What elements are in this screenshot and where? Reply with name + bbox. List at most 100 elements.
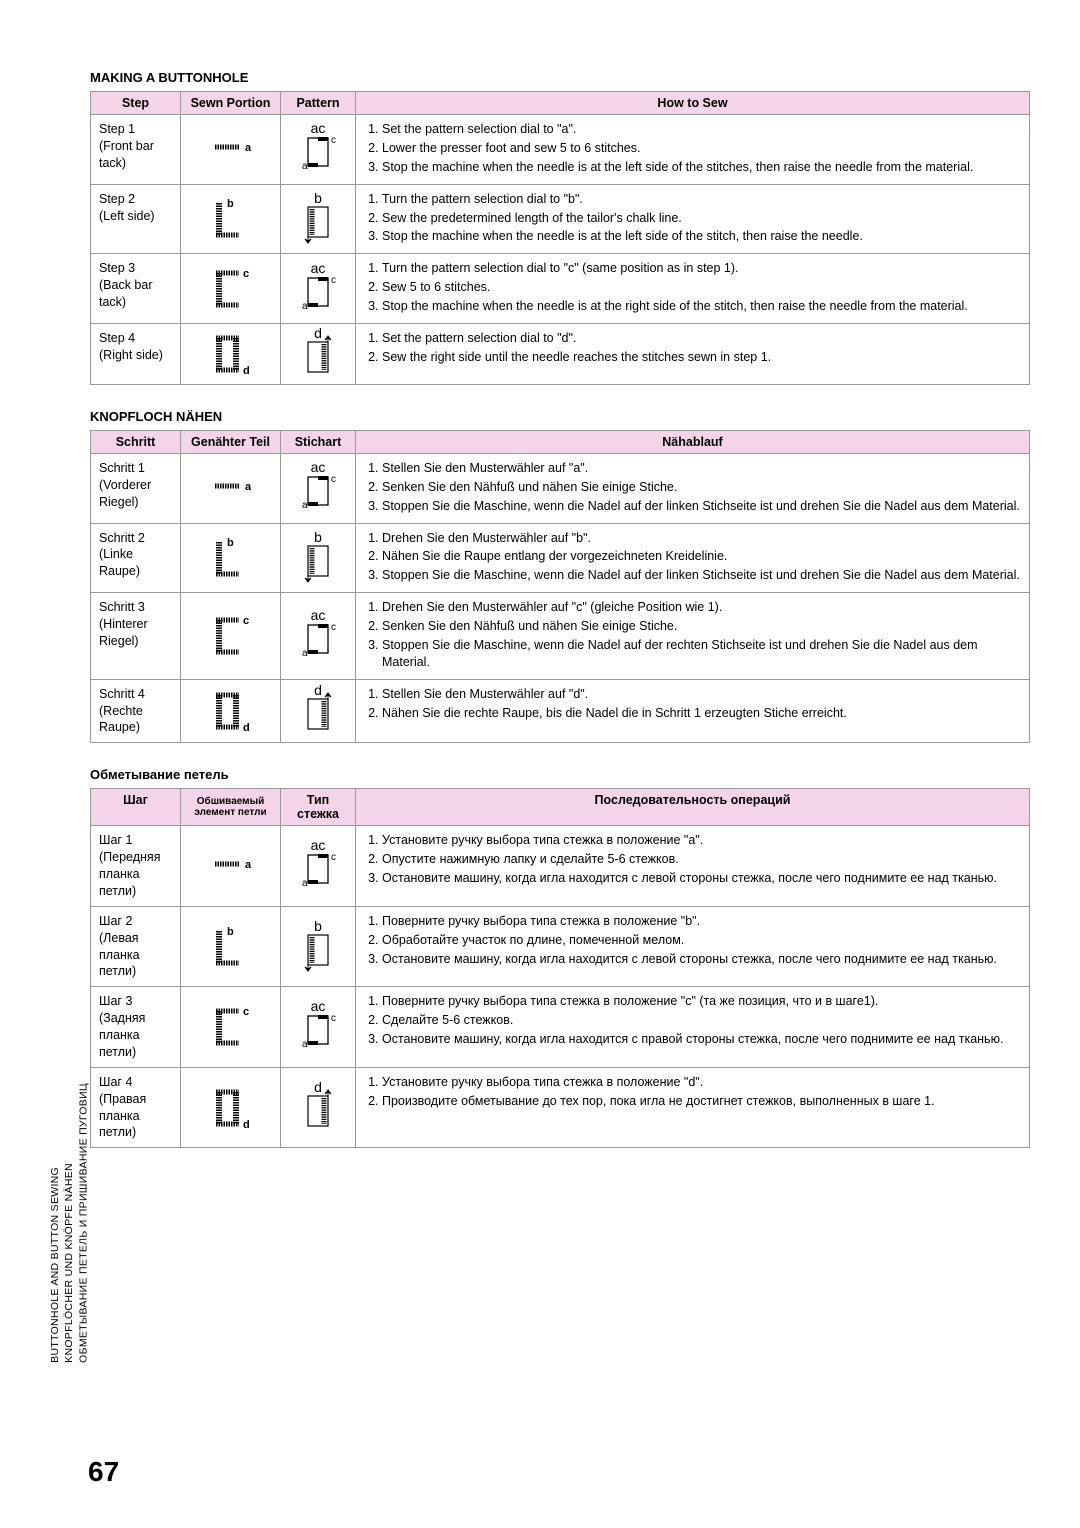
pattern-cell: ac c a: [281, 987, 356, 1068]
instruction-item: Stellen Sie den Musterwähler auf "d".: [382, 686, 1021, 703]
instruction-list: Set the pattern selection dial to "d". Se…: [364, 330, 1021, 366]
svg-text:c: c: [331, 852, 336, 863]
pattern-cell: d: [281, 323, 356, 384]
step-label: Шаг 4(Правая планка петли): [99, 1074, 172, 1142]
instruction-item: Turn the pattern selection dial to "c" (…: [382, 260, 1021, 277]
step-cell: Шаг 2(Левая планка петли): [91, 906, 181, 987]
table-en: Step Sewn Portion Pattern How to Sew Ste…: [90, 91, 1030, 385]
step-cell: Schritt 1(Vorderer Riegel): [91, 453, 181, 523]
th-pattern: Тип стежка: [281, 789, 356, 826]
svg-text:ac: ac: [311, 610, 326, 623]
instruction-item: Lower the presser foot and sew 5 to 6 st…: [382, 140, 1021, 157]
pattern-cell: d: [281, 1067, 356, 1148]
instruction-list: Установите ручку выбора типа стежка в по…: [364, 832, 1021, 887]
how-to-sew-cell: Turn the pattern selection dial to "b". S…: [356, 184, 1030, 254]
sewn-portion-cell: b: [181, 906, 281, 987]
table-row: Шаг 1(Передняя планка петли) a ac c aУст…: [91, 826, 1030, 907]
th-sewn: Обшиваемый элемент петли: [181, 789, 281, 826]
table-row: Schritt 2(Linke Raupe) b b Drehen Sie de…: [91, 523, 1030, 593]
pattern-cell: ac c a: [281, 826, 356, 907]
th-how: Nähablauf: [356, 430, 1030, 453]
instruction-list: Поверните ручку выбора типа стежка в пол…: [364, 913, 1021, 968]
step-cell: Schritt 3(Hinterer Riegel): [91, 593, 181, 680]
table-row: Step 2(Left side) b b Turn the pattern s…: [91, 184, 1030, 254]
th-step: Шаг: [91, 789, 181, 826]
svg-text:b: b: [227, 198, 234, 210]
sewn-portion-cell: b: [181, 523, 281, 593]
svg-text:c: c: [331, 474, 336, 485]
instruction-item: Установите ручку выбора типа стежка в по…: [382, 832, 1021, 849]
how-to-sew-cell: Поверните ручку выбора типа стежка в пол…: [356, 906, 1030, 987]
how-to-sew-cell: Set the pattern selection dial to "d". Se…: [356, 323, 1030, 384]
svg-text:ac: ac: [311, 263, 326, 276]
how-to-sew-cell: Stellen Sie den Musterwähler auf "a".Sen…: [356, 453, 1030, 523]
step-label: Шаг 3(Задняя планка петли): [99, 993, 172, 1061]
instruction-item: Остановите машину, когда игла находится …: [382, 870, 1021, 887]
svg-text:d: d: [243, 1119, 250, 1131]
pattern-cell: d: [281, 679, 356, 743]
svg-text:a: a: [245, 859, 252, 871]
step-cell: Schritt 4(Rechte Raupe): [91, 679, 181, 743]
table-ru: Шаг Обшиваемый элемент петли Тип стежка …: [90, 788, 1030, 1148]
step-cell: Step 3(Back bar tack): [91, 254, 181, 324]
svg-text:ac: ac: [311, 840, 326, 853]
instruction-item: Производите обметывание до тех пор, пока…: [382, 1093, 1021, 1110]
sewn-portion-cell: c: [181, 254, 281, 324]
sewn-portion-cell: a: [181, 453, 281, 523]
instruction-item: Stoppen Sie die Maschine, wenn die Nadel…: [382, 637, 1021, 671]
svg-text:c: c: [243, 268, 249, 280]
svg-text:c: c: [243, 1006, 249, 1018]
th-pattern: Stichart: [281, 430, 356, 453]
instruction-list: Stellen Sie den Musterwähler auf "d". Näh…: [364, 686, 1021, 722]
instruction-item: Поверните ручку выбора типа стежка в пол…: [382, 993, 1021, 1010]
sewn-portion-cell: d: [181, 1067, 281, 1148]
instruction-list: Установите ручку выбора типа стежка в по…: [364, 1074, 1021, 1110]
instruction-item: Stoppen Sie die Maschine, wenn die Nadel…: [382, 567, 1021, 584]
table-row: Schritt 1(Vorderer Riegel) a ac c aStell…: [91, 453, 1030, 523]
step-label: Step 3(Back bar tack): [99, 260, 172, 311]
instruction-item: Sew 5 to 6 stitches.: [382, 279, 1021, 296]
instruction-item: Sew the right side until the needle reac…: [382, 349, 1021, 366]
instruction-list: Поверните ручку выбора типа стежка в пол…: [364, 993, 1021, 1048]
instruction-item: Set the pattern selection dial to "d".: [382, 330, 1021, 347]
svg-text:a: a: [302, 301, 308, 312]
instruction-list: Stellen Sie den Musterwähler auf "a".Sen…: [364, 460, 1021, 515]
instruction-item: Nähen Sie die rechte Raupe, bis die Nade…: [382, 705, 1021, 722]
tbody-de: Schritt 1(Vorderer Riegel) a ac c aStell…: [91, 453, 1030, 742]
th-step: Step: [91, 92, 181, 115]
table-row: Step 3(Back bar tack) c ac c a Turn the p…: [91, 254, 1030, 324]
how-to-sew-cell: Stellen Sie den Musterwähler auf "d". Näh…: [356, 679, 1030, 743]
instruction-item: Сделайте 5-6 стежков.: [382, 1012, 1021, 1029]
svg-text:c: c: [331, 275, 336, 286]
side-label-ru: ОБМЕТЫВАНИЕ ПЕТЕЛЬ И ПРИШИВАНИЕ ПУГОВИЦ: [77, 1083, 89, 1363]
table-row: Schritt 3(Hinterer Riegel) c ac c aDrehe…: [91, 593, 1030, 680]
how-to-sew-cell: Drehen Sie den Musterwähler auf "b".Nähe…: [356, 523, 1030, 593]
step-cell: Шаг 3(Задняя планка петли): [91, 987, 181, 1068]
how-to-sew-cell: Установите ручку выбора типа стежка в по…: [356, 1067, 1030, 1148]
svg-text:d: d: [314, 685, 322, 698]
instruction-item: Stop the machine when the needle is at t…: [382, 228, 1021, 245]
svg-text:b: b: [314, 921, 322, 934]
instruction-item: Stoppen Sie die Maschine, wenn die Nadel…: [382, 498, 1021, 515]
svg-text:c: c: [243, 615, 249, 627]
pattern-cell: ac c a: [281, 453, 356, 523]
svg-text:c: c: [331, 135, 336, 146]
svg-text:ac: ac: [311, 1001, 326, 1014]
tbody-ru: Шаг 1(Передняя планка петли) a ac c aУст…: [91, 826, 1030, 1148]
pattern-cell: ac c a: [281, 593, 356, 680]
table-row: Step 4(Right side) d d Set the pattern s…: [91, 323, 1030, 384]
instruction-item: Turn the pattern selection dial to "b".: [382, 191, 1021, 208]
pattern-cell: ac c a: [281, 115, 356, 185]
sewn-portion-cell: b: [181, 184, 281, 254]
table-row: Шаг 4(Правая планка петли) d d Установит…: [91, 1067, 1030, 1148]
svg-text:d: d: [243, 722, 250, 734]
step-label: Schritt 1(Vorderer Riegel): [99, 460, 172, 511]
svg-text:b: b: [314, 193, 322, 206]
svg-text:ac: ac: [311, 123, 326, 136]
instruction-list: Turn the pattern selection dial to "c" (…: [364, 260, 1021, 315]
svg-text:d: d: [314, 328, 322, 341]
svg-text:c: c: [331, 1013, 336, 1024]
instruction-item: Set the pattern selection dial to "a".: [382, 121, 1021, 138]
instruction-item: Sew the predetermined length of the tail…: [382, 210, 1021, 227]
sewn-portion-cell: a: [181, 115, 281, 185]
